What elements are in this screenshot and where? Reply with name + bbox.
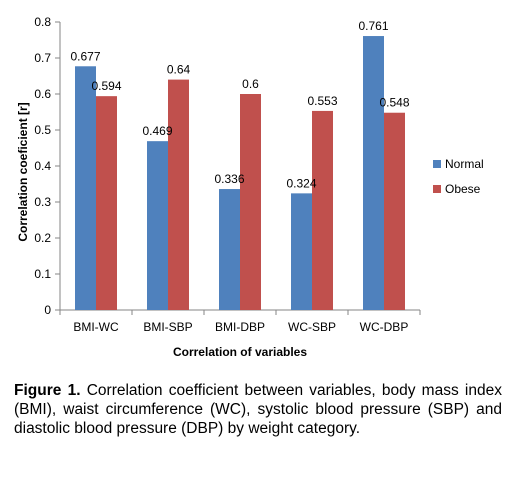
data-label: 0.548 (379, 96, 409, 110)
data-labels: 0.677 0.594 0.469 0.64 0.336 0.6 0.324 0.553 0.7… (70, 19, 409, 190)
x-tick-label: WC-SBP (288, 320, 336, 334)
bar-normal (75, 66, 96, 310)
data-label: 0.324 (286, 176, 316, 190)
x-axis-title: Correlation of variables (173, 345, 307, 359)
y-tick-label: 0.1 (34, 267, 51, 281)
legend-swatch-obese (433, 185, 441, 193)
y-tick-label: 0.8 (34, 15, 51, 29)
legend-label-normal: Normal (445, 157, 484, 171)
bar-obese (384, 112, 405, 310)
bar-normal (147, 141, 168, 310)
data-label: 0.469 (142, 124, 172, 138)
y-tick-label: 0.6 (34, 87, 51, 101)
bar-normal (291, 193, 312, 310)
bar-chart: 0 0.1 0.2 0.3 0.4 0.5 0.6 0.7 0.8 BMI-WC BMI-SBP BM… (16, 15, 484, 359)
x-tick-label: BMI-WC (73, 320, 119, 334)
data-label: 0.6 (242, 77, 259, 91)
bar-normal (219, 189, 240, 310)
data-label: 0.594 (91, 79, 121, 93)
bar-obese (240, 94, 261, 310)
axes: 0 0.1 0.2 0.3 0.4 0.5 0.6 0.7 0.8 BMI-WC BMI-SBP BM… (34, 15, 421, 334)
y-tick-label: 0.5 (34, 123, 51, 137)
caption-label: Figure 1. (14, 382, 81, 399)
data-label: 0.761 (358, 19, 388, 33)
figure-caption: Figure 1. Correlation coefficient betwee… (14, 381, 502, 438)
bars (75, 36, 405, 310)
bar-obese (96, 96, 117, 310)
y-axis-title: Correlation coeficient [r] (16, 102, 30, 241)
data-label: 0.64 (167, 63, 191, 77)
y-tick-label: 0.3 (34, 195, 51, 209)
x-tick-label: BMI-SBP (143, 320, 192, 334)
bar-normal (363, 36, 384, 310)
y-tick-label: 0.7 (34, 51, 51, 65)
legend: Normal Obese (433, 157, 484, 196)
data-label: 0.336 (214, 172, 244, 186)
legend-swatch-normal (433, 160, 441, 168)
bar-obese (312, 110, 333, 310)
data-label: 0.553 (307, 94, 337, 108)
y-tick-label: 0.2 (34, 231, 51, 245)
legend-label-obese: Obese (445, 182, 481, 196)
x-tick-label: WC-DBP (360, 320, 409, 334)
y-tick-label: 0 (44, 303, 51, 317)
bar-obese (168, 79, 189, 310)
caption-text: Correlation coefficient between variable… (14, 382, 502, 437)
data-label: 0.677 (70, 49, 100, 63)
y-tick-label: 0.4 (34, 159, 51, 173)
x-tick-label: BMI-DBP (215, 320, 265, 334)
